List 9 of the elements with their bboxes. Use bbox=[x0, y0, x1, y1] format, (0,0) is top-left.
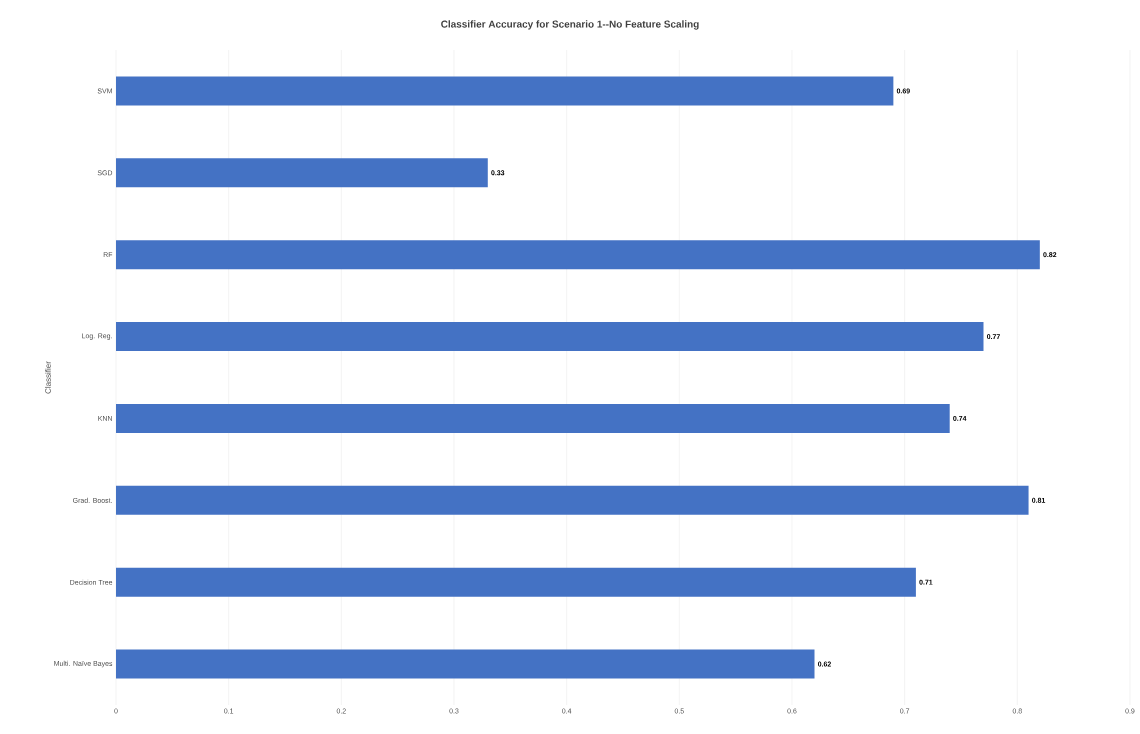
bar bbox=[116, 322, 984, 352]
chart-title: Classifier Accuracy for Scenario 1--No Feature Scaling bbox=[441, 20, 699, 30]
bar bbox=[116, 485, 1029, 515]
bar bbox=[116, 567, 916, 597]
bar bbox=[116, 403, 950, 433]
bar bbox=[116, 76, 894, 106]
bar bbox=[116, 240, 1040, 270]
bar bbox=[116, 649, 815, 679]
bar bbox=[116, 158, 488, 188]
